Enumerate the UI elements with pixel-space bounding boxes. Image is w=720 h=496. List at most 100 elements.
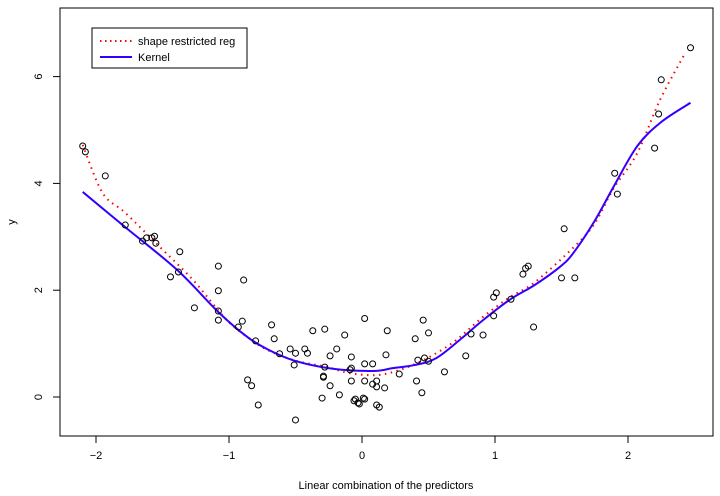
data-point — [81, 148, 89, 156]
data-point — [268, 321, 276, 329]
data-point — [425, 329, 432, 337]
data-point — [361, 377, 369, 385]
x-tick-label: −1 — [223, 450, 236, 462]
x-tick-label: 1 — [492, 450, 498, 462]
data-point — [383, 327, 391, 335]
data-point — [651, 144, 659, 152]
data-point — [524, 262, 532, 270]
data-point — [286, 345, 294, 353]
data-point — [214, 262, 222, 270]
data-point — [530, 323, 538, 331]
data-point — [347, 364, 355, 372]
data-point — [571, 274, 579, 282]
data-point — [214, 307, 222, 315]
y-axis-label: y — [6, 219, 18, 225]
data-point — [350, 397, 358, 405]
data-point — [318, 394, 326, 402]
data-point — [151, 232, 159, 240]
data-point — [190, 304, 198, 312]
data-point — [369, 360, 377, 368]
x-tick-label: 2 — [625, 450, 631, 462]
legend: shape restricted reg Kernel — [91, 27, 248, 69]
data-point — [354, 399, 362, 407]
y-tick-label: 6 — [33, 74, 45, 80]
data-point — [143, 234, 151, 242]
data-point — [101, 172, 109, 180]
data-point — [492, 289, 500, 297]
data-point — [309, 327, 317, 335]
data-point — [174, 268, 182, 276]
data-point — [361, 395, 369, 403]
plot-frame — [59, 7, 714, 437]
data-point — [176, 248, 184, 256]
data-point — [214, 316, 222, 324]
series-line-kernel — [82, 101, 692, 372]
data-point — [382, 351, 390, 359]
data-point — [560, 225, 568, 233]
data-point — [276, 350, 284, 358]
data-point — [611, 169, 619, 177]
data-point — [414, 356, 422, 364]
data-point — [479, 331, 487, 339]
data-point — [359, 394, 367, 402]
data-point — [361, 315, 369, 323]
data-point — [270, 335, 278, 343]
data-point — [335, 391, 343, 399]
data-point — [214, 287, 222, 295]
y-tick-label: 0 — [33, 394, 45, 400]
data-point — [347, 377, 355, 385]
data-point — [519, 270, 527, 278]
data-point — [613, 190, 621, 198]
data-point — [655, 110, 663, 118]
data-point — [361, 360, 369, 368]
data-point — [490, 312, 498, 320]
data-point — [290, 361, 298, 369]
legend-box — [91, 27, 248, 69]
data-point — [411, 335, 419, 343]
data-point — [292, 416, 299, 424]
y-tick-label: 4 — [33, 180, 45, 186]
data-point — [558, 274, 565, 282]
y-tick-label: 2 — [33, 287, 45, 293]
data-point — [79, 142, 87, 150]
data-point — [166, 273, 174, 281]
data-point — [467, 330, 475, 338]
data-point — [252, 337, 260, 345]
data-point — [321, 325, 329, 333]
data-point — [418, 389, 426, 397]
data-point — [373, 383, 381, 391]
data-point — [321, 363, 329, 371]
data-point — [687, 44, 695, 52]
x-axis-label: Linear combination of the predictors — [299, 480, 474, 492]
x-tick-label: 0 — [359, 450, 365, 462]
data-point — [507, 295, 515, 303]
data-point — [462, 352, 470, 360]
data-point — [326, 352, 334, 360]
data-point — [234, 323, 242, 331]
x-tick-label: −2 — [90, 450, 103, 462]
data-point — [413, 377, 421, 385]
legend-label-shape-restricted: shape restricted reg — [138, 36, 235, 48]
data-point — [238, 317, 246, 325]
data-point — [395, 370, 403, 378]
series-line-shape-restricted — [81, 52, 687, 377]
legend-label-kernel: Kernel — [138, 52, 170, 64]
data-point — [347, 353, 355, 361]
data-point — [425, 357, 432, 365]
data-point — [657, 76, 665, 84]
data-point — [244, 376, 252, 384]
data-point — [419, 316, 427, 324]
data-point — [381, 384, 389, 392]
data-point — [319, 373, 327, 381]
data-point — [303, 349, 311, 357]
data-point — [254, 401, 262, 409]
data-point — [292, 349, 299, 357]
data-point — [375, 403, 383, 411]
data-point — [355, 400, 363, 408]
data-point — [333, 345, 341, 353]
data-point — [440, 368, 448, 376]
data-point — [346, 366, 354, 374]
data-point — [248, 382, 256, 390]
